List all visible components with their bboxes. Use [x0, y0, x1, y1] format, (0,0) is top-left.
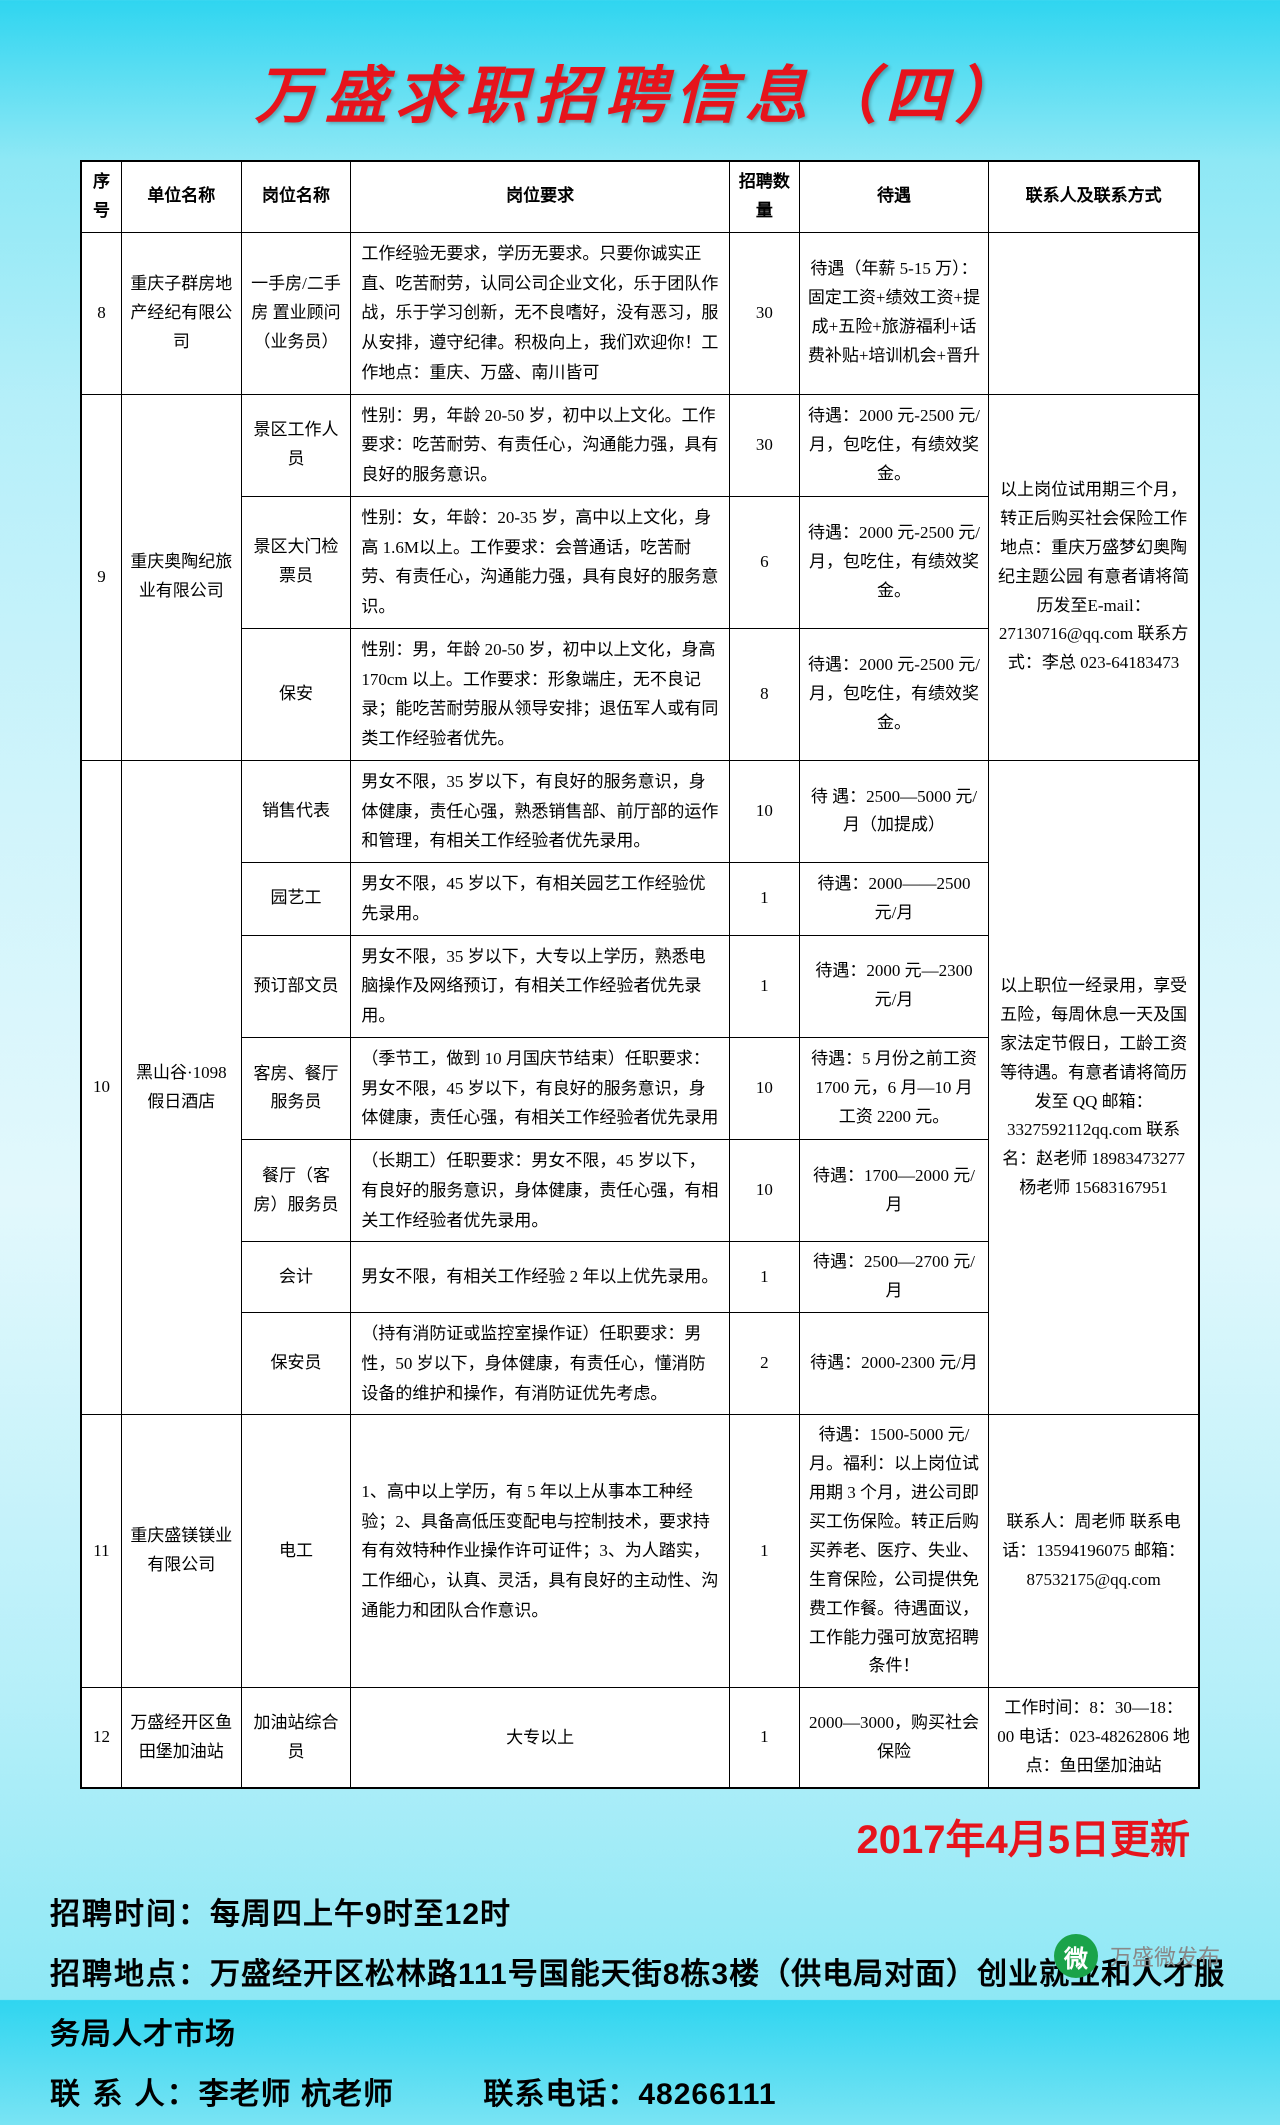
cell-number: 1: [729, 1415, 799, 1688]
cell-seq: 9: [82, 394, 122, 760]
cell-contact: [989, 232, 1199, 394]
cell-position: 景区工作人员: [241, 394, 351, 496]
footer-contact-label: 联 系 人：: [50, 2078, 199, 2111]
table-row: 9 重庆奥陶纪旅业有限公司 景区工作人员 性别：男，年龄 20-50 岁，初中以…: [82, 394, 1199, 496]
cell-position: 景区大门检票员: [241, 496, 351, 628]
cell-unit: 重庆奥陶纪旅业有限公司: [121, 394, 241, 760]
cell-seq: 11: [82, 1415, 122, 1688]
cell-pay: 待遇：5 月份之前工资 1700 元，6 月—10 月工资 2200 元。: [799, 1037, 988, 1139]
cell-seq: 8: [82, 232, 122, 394]
cell-unit: 重庆盛镁镁业有限公司: [121, 1415, 241, 1688]
cell-requirement: （持有消防证或监控室操作证）任职要求：男性，50 岁以下，身体健康，有责任心，懂…: [351, 1313, 730, 1415]
watermark-text: 万盛微发布: [1110, 1940, 1220, 1972]
cell-unit: 重庆子群房地产经纪有限公司: [121, 232, 241, 394]
cell-number: 1: [729, 863, 799, 936]
table-row: 11 重庆盛镁镁业有限公司 电工 1、高中以上学历，有 5 年以上从事本工种经验…: [82, 1415, 1199, 1688]
cell-requirement: 性别：女，年龄：20-35 岁，高中以上文化，身高 1.6M以上。工作要求：会普…: [351, 496, 730, 628]
cell-contact: 以上职位一经录用，享受五险，每周休息一天及国家法定节假日，工龄工资等待遇。有意者…: [989, 760, 1199, 1415]
cell-number: 10: [729, 1037, 799, 1139]
cell-pay: 待遇：2000 元-2500 元/月，包吃住，有绩效奖金。: [799, 394, 988, 496]
cell-position: 保安: [241, 628, 351, 760]
cell-position: 餐厅（客房）服务员: [241, 1140, 351, 1242]
cell-pay: 待 遇：2500—5000 元/月（加提成）: [799, 760, 988, 862]
cell-requirement: 男女不限，35 岁以下，有良好的服务意识，身体健康，责任心强，熟悉销售部、前厅部…: [351, 760, 730, 862]
cell-contact: 以上岗位试用期三个月，转正后购买社会保险工作地点：重庆万盛梦幻奥陶纪主题公园 有…: [989, 394, 1199, 760]
footer-time-label: 招聘时间：: [50, 1898, 210, 1931]
footer: 招聘时间：每周四上午9时至12时 招聘地点：万盛经开区松林路111号国能天街8栋…: [0, 1877, 1280, 2125]
th-unit: 单位名称: [121, 162, 241, 233]
cell-position: 电工: [241, 1415, 351, 1688]
cell-number: 30: [729, 232, 799, 394]
cell-seq: 12: [82, 1688, 122, 1788]
cell-pay: 待遇：2000 元-2500 元/月，包吃住，有绩效奖金。: [799, 496, 988, 628]
cell-pay: 待遇：2500—2700 元/月: [799, 1242, 988, 1313]
table-row: 8 重庆子群房地产经纪有限公司 一手房/二手房 置业顾问（业务员） 工作经验无要…: [82, 232, 1199, 394]
th-requirement: 岗位要求: [351, 162, 730, 233]
cell-requirement: 男女不限，35 岁以下，大专以上学历，熟悉电脑操作及网络预订，有相关工作经验者优…: [351, 935, 730, 1037]
cell-requirement: 性别：男，年龄 20-50 岁，初中以上文化，身高 170cm 以上。工作要求：…: [351, 628, 730, 760]
footer-addr-value: 万盛经开区松林路111号国能天街8栋3楼（供电局对面）创业就业和人才服务局人才市…: [50, 1958, 1225, 2051]
cell-number: 1: [729, 935, 799, 1037]
cell-number: 1: [729, 1242, 799, 1313]
cell-pay: 待遇：1700—2000 元/月: [799, 1140, 988, 1242]
cell-pay: 待遇：2000 元-2500 元/月，包吃住，有绩效奖金。: [799, 628, 988, 760]
footer-tel-label: 联系电话：: [483, 2078, 638, 2111]
footer-time-value: 每周四上午9时至12时: [210, 1898, 511, 1931]
th-number: 招聘数量: [729, 162, 799, 233]
cell-position: 会计: [241, 1242, 351, 1313]
footer-tel-value: 48266111: [638, 2078, 776, 2111]
cell-position: 预订部文员: [241, 935, 351, 1037]
footer-addr-label: 招聘地点：: [50, 1958, 210, 1991]
cell-pay: 待遇：2000-2300 元/月: [799, 1313, 988, 1415]
update-date: 2017年4月5日更新: [0, 1789, 1280, 1877]
job-table: 序号 单位名称 岗位名称 岗位要求 招聘数量 待遇 联系人及联系方式 8 重庆子…: [80, 160, 1200, 1789]
cell-requirement: 男女不限，45 岁以下，有相关园艺工作经验优先录用。: [351, 863, 730, 936]
cell-pay: 待遇：1500-5000 元/月。福利：以上岗位试用期 3 个月，进公司即买工伤…: [799, 1415, 988, 1688]
cell-position: 客房、餐厅服务员: [241, 1037, 351, 1139]
cell-position: 销售代表: [241, 760, 351, 862]
cell-number: 1: [729, 1688, 799, 1788]
cell-position: 一手房/二手房 置业顾问（业务员）: [241, 232, 351, 394]
th-seq: 序号: [82, 162, 122, 233]
cell-position: 加油站综合员: [241, 1688, 351, 1788]
cell-number: 10: [729, 760, 799, 862]
cell-unit: 万盛经开区鱼田堡加油站: [121, 1688, 241, 1788]
table-row: 12 万盛经开区鱼田堡加油站 加油站综合员 大专以上 1 2000—3000，购…: [82, 1688, 1199, 1788]
wechat-icon: 微: [1054, 1934, 1098, 1978]
cell-pay: 2000—3000，购买社会保险: [799, 1688, 988, 1788]
cell-pay: 待遇：2000——2500 元/月: [799, 863, 988, 936]
cell-contact: 工作时间：8：30—18：00 电话：023-48262806 地点：鱼田堡加油…: [989, 1688, 1199, 1788]
cell-requirement: 男女不限，有相关工作经验 2 年以上优先录用。: [351, 1242, 730, 1313]
footer-contact-value: 李老师 杭老师: [199, 2078, 394, 2111]
th-contact: 联系人及联系方式: [989, 162, 1199, 233]
cell-position: 保安员: [241, 1313, 351, 1415]
cell-requirement: 性别：男，年龄 20-50 岁，初中以上文化。工作要求：吃苦耐劳、有责任心，沟通…: [351, 394, 730, 496]
cell-requirement: 工作经验无要求，学历无要求。只要你诚实正直、吃苦耐劳，认同公司企业文化，乐于团队…: [351, 232, 730, 394]
cell-seq: 10: [82, 760, 122, 1415]
cell-number: 6: [729, 496, 799, 628]
cell-pay: 待遇：2000 元—2300 元/月: [799, 935, 988, 1037]
cell-unit: 黑山谷·1098 假日酒店: [121, 760, 241, 1415]
cell-number: 30: [729, 394, 799, 496]
cell-position: 园艺工: [241, 863, 351, 936]
cell-requirement: （季节工，做到 10 月国庆节结束）任职要求：男女不限，45 岁以下，有良好的服…: [351, 1037, 730, 1139]
cell-contact: 联系人：周老师 联系电话：13594196075 邮箱：87532175@qq.…: [989, 1415, 1199, 1688]
cell-requirement: （长期工）任职要求：男女不限，45 岁以下，有良好的服务意识，身体健康，责任心强…: [351, 1140, 730, 1242]
cell-number: 8: [729, 628, 799, 760]
table-header-row: 序号 单位名称 岗位名称 岗位要求 招聘数量 待遇 联系人及联系方式: [82, 162, 1199, 233]
page-title: 万盛求职招聘信息（四）: [0, 0, 1280, 160]
cell-number: 2: [729, 1313, 799, 1415]
th-position: 岗位名称: [241, 162, 351, 233]
table-row: 10 黑山谷·1098 假日酒店 销售代表 男女不限，35 岁以下，有良好的服务…: [82, 760, 1199, 862]
watermark: 微 万盛微发布: [1054, 1934, 1220, 1978]
cell-number: 10: [729, 1140, 799, 1242]
cell-requirement: 大专以上: [351, 1688, 730, 1788]
cell-requirement: 1、高中以上学历，有 5 年以上从事本工种经验；2、具备高低压变配电与控制技术，…: [351, 1415, 730, 1688]
cell-pay: 待遇（年薪 5-15 万）：固定工资+绩效工资+提成+五险+旅游福利+话费补贴+…: [799, 232, 988, 394]
th-pay: 待遇: [799, 162, 988, 233]
